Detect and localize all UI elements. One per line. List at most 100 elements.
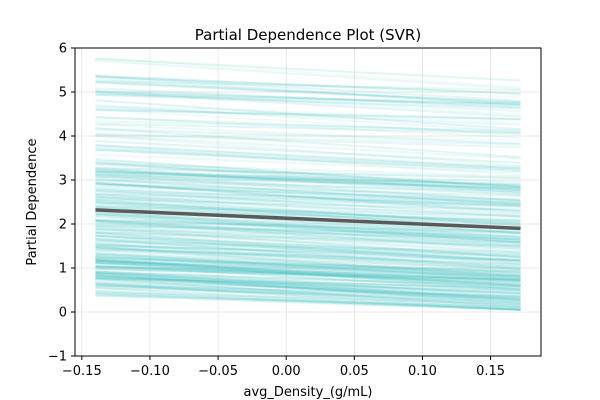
ice-line — [95, 274, 521, 294]
ice-line — [95, 257, 521, 277]
ice-line — [95, 182, 521, 213]
ice-line — [95, 215, 521, 243]
x-axis-ticks: −0.15 −0.10 −0.05 0.00 0.05 0.10 0.15 — [62, 356, 505, 379]
ice-line — [95, 291, 521, 311]
ice-line — [95, 242, 521, 275]
ice-line — [95, 167, 521, 197]
ice-line — [95, 223, 521, 238]
ice-line — [95, 242, 521, 263]
ice-line — [95, 148, 521, 171]
ice-line — [95, 281, 521, 295]
ice-line — [95, 211, 521, 244]
ice-line — [95, 171, 521, 187]
ice-line — [95, 248, 521, 262]
ice-line — [95, 193, 521, 207]
ice-line — [95, 192, 521, 204]
ice-line — [95, 284, 521, 299]
ice-line — [95, 175, 521, 202]
ice-line — [95, 161, 521, 194]
ice-line — [95, 169, 521, 191]
ice-line — [95, 182, 521, 208]
ice-line — [95, 173, 521, 190]
ice-line — [95, 264, 521, 284]
ice-line — [95, 272, 521, 292]
ice-line — [95, 209, 521, 241]
ice-line — [95, 213, 521, 241]
ice-line — [95, 249, 521, 277]
ice-line — [95, 171, 521, 183]
ice-line — [95, 259, 521, 281]
ice-line — [95, 231, 521, 251]
ice-line — [95, 235, 521, 265]
x-tick-label: 0.00 — [272, 364, 301, 379]
ice-line — [95, 290, 521, 305]
ice-line — [95, 220, 521, 244]
ice-line — [95, 201, 521, 224]
ice-line — [95, 188, 521, 207]
ice-line — [95, 215, 521, 241]
ice-line — [95, 271, 521, 287]
ice-line — [95, 120, 521, 132]
ice-line — [95, 243, 521, 262]
x-tick-label: 0.15 — [476, 364, 505, 379]
ice-line — [95, 244, 521, 258]
ice-line — [95, 272, 521, 295]
ice-line — [95, 270, 521, 301]
ice-line — [95, 214, 521, 244]
ice-line — [95, 219, 521, 247]
ice-line — [95, 268, 521, 281]
y-tick-label: 0 — [59, 306, 67, 321]
ice-line — [95, 89, 521, 116]
ice-line — [95, 249, 521, 271]
ice-line — [95, 255, 521, 280]
ice-line — [95, 93, 521, 106]
ice-line — [95, 190, 521, 202]
ice-line — [95, 163, 521, 184]
ice-line — [95, 166, 521, 179]
x-tick-label: −0.10 — [130, 364, 170, 379]
ice-line — [95, 127, 521, 145]
ice-line — [95, 265, 521, 281]
ice-lines — [95, 57, 521, 311]
ice-line — [95, 270, 521, 288]
ice-line — [95, 270, 521, 303]
ice-line — [95, 260, 521, 277]
ice-line — [95, 278, 521, 299]
ice-line — [95, 148, 521, 173]
ice-line — [95, 283, 521, 309]
ice-line — [95, 185, 521, 201]
ice-line — [95, 173, 521, 202]
ice-line — [95, 106, 521, 127]
x-tick-label: 0.10 — [408, 364, 437, 379]
chart-title: Partial Dependence Plot (SVR) — [195, 26, 421, 44]
ice-line — [95, 243, 521, 261]
ice-line — [95, 139, 521, 164]
ice-line — [95, 115, 521, 139]
ice-line — [95, 161, 521, 189]
ice-line — [95, 261, 521, 286]
ice-line — [95, 179, 521, 193]
ice-line — [95, 170, 521, 186]
ice-line — [95, 224, 521, 246]
ice-line — [95, 262, 521, 277]
ice-line — [95, 213, 521, 239]
ice-line — [95, 79, 521, 92]
ice-line — [95, 252, 521, 270]
ice-line — [95, 218, 521, 233]
ice-line — [95, 237, 521, 262]
ice-line — [95, 264, 521, 291]
ice-line — [95, 213, 521, 234]
ice-line — [95, 294, 521, 308]
ice-line — [95, 256, 521, 279]
ice-line — [95, 272, 521, 291]
ice-line — [95, 73, 521, 99]
ice-line — [95, 282, 521, 298]
ice-line — [95, 91, 521, 118]
ice-line — [95, 225, 521, 238]
ice-line — [95, 80, 521, 104]
ice-line — [95, 219, 521, 251]
ice-line — [95, 276, 521, 300]
ice-line — [95, 269, 521, 301]
